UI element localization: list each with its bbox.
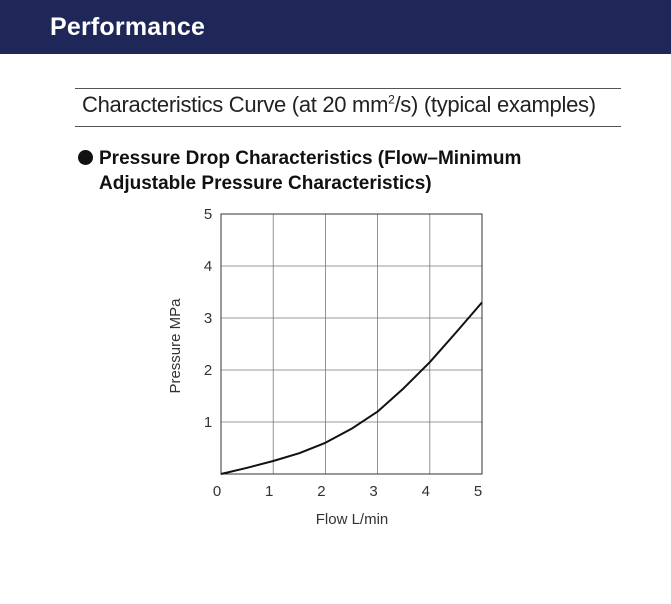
x-tick-label: 4 [422,483,430,500]
y-tick-label: 1 [204,414,212,431]
x-tick-label: 5 [474,483,482,500]
y-tick-label: 5 [204,206,212,223]
page-title: Performance [50,13,206,41]
bullet-icon [78,150,93,165]
chart-subtitle: Pressure Drop Characteristics (Flow–Mini… [78,146,521,196]
y-tick-label: 3 [204,310,212,327]
section-title-end: /s) (typical examples) [394,92,597,117]
x-tick-label: 1 [265,483,273,500]
x-tick-label: 3 [369,483,377,500]
section-title-main: Characteristics Curve (at 20 mm [82,92,389,117]
y-tick-label: 2 [204,362,212,379]
section-divider-top [75,88,621,89]
section-divider-bottom [75,126,621,127]
y-axis-label: Pressure MPa [167,298,184,394]
series-line [220,301,483,475]
subtitle-line2: Adjustable Pressure Characteristics) [99,173,432,194]
header-bar: Performance [0,0,671,54]
section-title-superscript: 2 [388,92,395,107]
x-axis-label: Flow L/min [316,511,389,528]
plot-frame [220,213,483,475]
y-tick-label: 4 [204,258,212,275]
subtitle-line1: Pressure Drop Characteristics (Flow–Mini… [99,148,522,169]
x-tick-label: 0 [213,483,221,500]
x-tick-label: 2 [317,483,325,500]
section-title: Characteristics Curve (at 20 mm2/s) (typ… [82,92,596,118]
